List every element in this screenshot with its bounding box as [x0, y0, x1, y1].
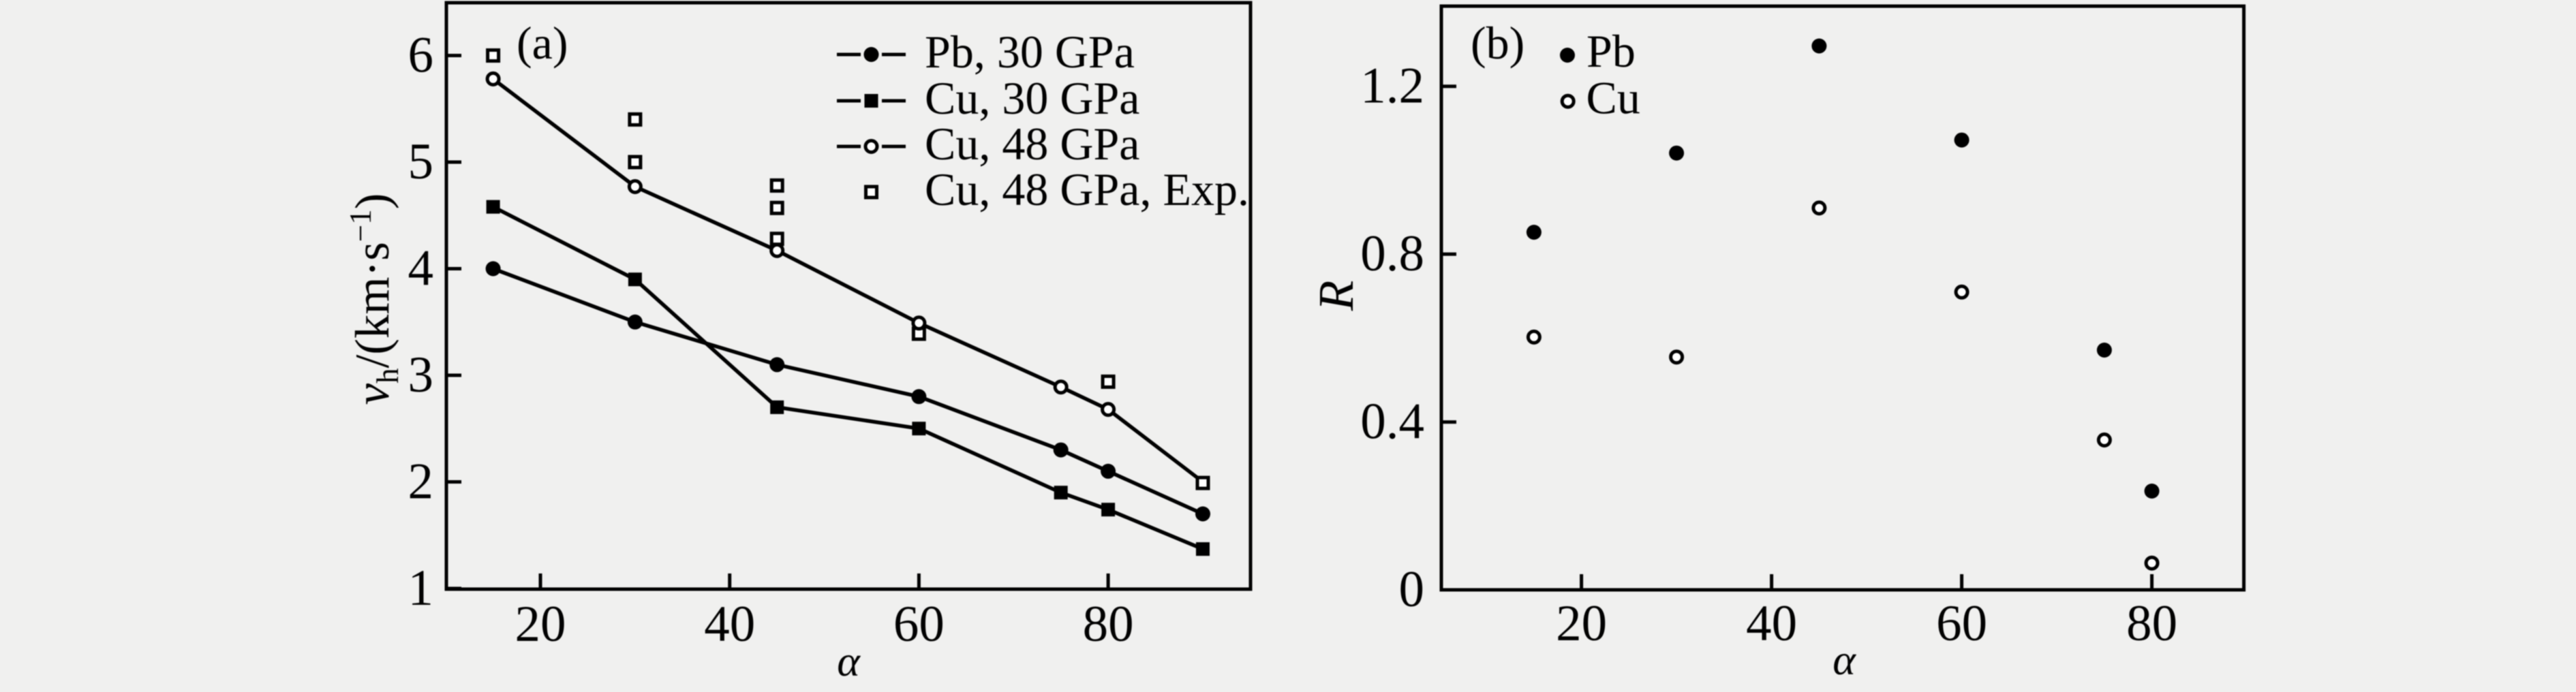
svg-text:α: α	[1833, 635, 1856, 684]
svg-text:0: 0	[1399, 561, 1425, 618]
svg-text:20: 20	[515, 596, 566, 652]
svg-text:5: 5	[408, 133, 434, 190]
svg-text:Cu, 48 GPa: Cu, 48 GPa	[925, 118, 1139, 170]
svg-text:4: 4	[408, 240, 434, 297]
svg-text:3: 3	[408, 347, 434, 403]
svg-text:R: R	[1308, 281, 1364, 312]
svg-text:20: 20	[1556, 595, 1607, 652]
svg-text:80: 80	[1083, 596, 1134, 652]
svg-text:0.4: 0.4	[1360, 394, 1424, 450]
svg-text:2: 2	[408, 454, 434, 510]
svg-text:Cu: Cu	[1586, 72, 1640, 124]
svg-text:1: 1	[408, 560, 434, 616]
svg-text:(a): (a)	[517, 17, 568, 69]
svg-text:vh/(km·s−1): vh/(km·s−1)	[343, 193, 405, 405]
svg-text:Cu, 30 GPa: Cu, 30 GPa	[925, 72, 1139, 124]
svg-text:Pb: Pb	[1586, 25, 1636, 77]
svg-text:Cu, 48 GPa, Exp.: Cu, 48 GPa, Exp.	[925, 163, 1249, 215]
svg-text:80: 80	[2126, 595, 2177, 652]
svg-text:6: 6	[408, 27, 434, 84]
svg-text:(b): (b)	[1471, 17, 1524, 69]
svg-text:0.8: 0.8	[1360, 225, 1424, 282]
svg-text:40: 40	[704, 596, 755, 652]
svg-text:α: α	[837, 637, 861, 685]
svg-text:60: 60	[1936, 595, 1987, 652]
svg-text:60: 60	[893, 596, 945, 652]
svg-text:40: 40	[1746, 595, 1797, 652]
svg-text:Pb, 30 GPa: Pb, 30 GPa	[925, 26, 1135, 78]
svg-text:1.2: 1.2	[1360, 58, 1424, 114]
